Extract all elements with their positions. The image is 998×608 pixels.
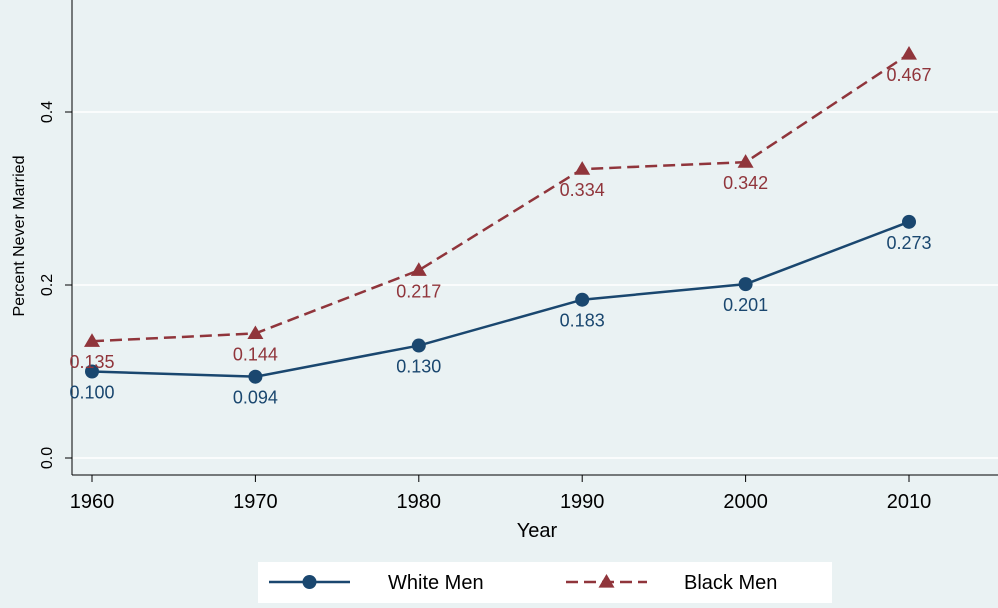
legend: White Men Black Men xyxy=(258,562,832,603)
data-label: 0.144 xyxy=(233,344,278,364)
data-point xyxy=(574,161,591,175)
legend-label: White Men xyxy=(388,572,484,594)
data-point xyxy=(575,292,590,307)
x-tick-label: 2000 xyxy=(723,491,768,513)
x-tick-label: 1990 xyxy=(560,491,605,513)
data-point xyxy=(248,369,263,384)
legend-item: White Men xyxy=(269,572,484,594)
data-point xyxy=(902,214,916,229)
data-label: 0.135 xyxy=(69,352,114,372)
x-tick-label: 2010 xyxy=(887,491,932,513)
data-point xyxy=(247,325,264,340)
data-label: 0.183 xyxy=(560,311,605,331)
data-point xyxy=(411,338,426,353)
data-label: 0.334 xyxy=(560,180,605,200)
data-label: 0.201 xyxy=(723,295,768,315)
grid-lines xyxy=(73,111,998,459)
series-line xyxy=(91,220,910,378)
data-point xyxy=(302,575,317,589)
data-labels: 0.100 0.094 0.130 0.183 0.201 0.273 0.135 0.144… xyxy=(69,65,931,408)
legend-item: Black Men xyxy=(566,572,777,594)
legend-label: Black Men xyxy=(684,572,777,594)
data-point xyxy=(85,364,99,379)
data-point xyxy=(901,46,917,60)
data-point xyxy=(410,262,427,276)
legend-box xyxy=(258,562,832,603)
data-label: 0.100 xyxy=(69,383,114,403)
data-label: 0.217 xyxy=(396,281,441,301)
y-tick-label: 0.2 xyxy=(39,274,56,296)
x-tick-label: 1960 xyxy=(70,491,115,513)
data-label: 0.273 xyxy=(886,233,931,253)
series-line xyxy=(91,53,910,343)
x-tick-label: 1980 xyxy=(397,491,442,513)
y-axis-title: Percent Never Married xyxy=(11,156,28,317)
data-point xyxy=(737,154,754,168)
data-label: 0.130 xyxy=(396,357,441,377)
data-point xyxy=(84,333,100,347)
y-tick-label: 0.0 xyxy=(39,447,56,469)
data-point xyxy=(598,574,615,588)
plot-area xyxy=(72,0,998,475)
y-tick-label: 0.4 xyxy=(39,101,56,123)
series-layer xyxy=(84,46,917,384)
data-point xyxy=(738,277,753,292)
data-label: 0.467 xyxy=(886,65,931,85)
data-label: 0.342 xyxy=(723,173,768,193)
data-label: 0.094 xyxy=(233,388,278,408)
axes: 0.0 0.2 0.4 1960 1970 1980 1990 2000 2010 xyxy=(39,0,998,513)
x-tick-label: 1970 xyxy=(233,491,278,513)
x-axis-title: Year xyxy=(517,520,558,542)
